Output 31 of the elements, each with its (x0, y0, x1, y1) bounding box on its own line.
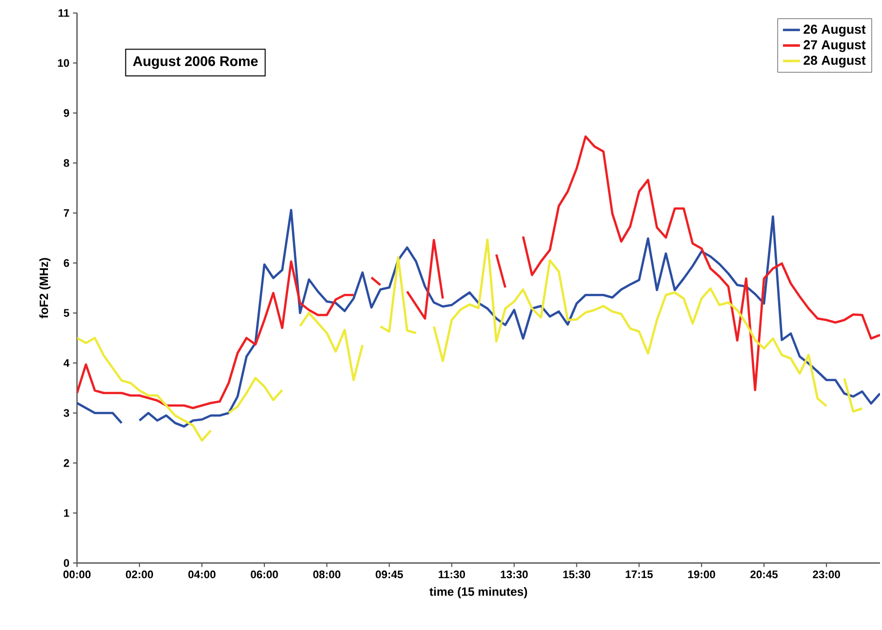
x-tick-label: 11:30 (438, 570, 465, 578)
y-tick-label: 4 (64, 359, 70, 367)
y-tick-label: 8 (64, 159, 70, 167)
x-tick-label: 04:00 (188, 570, 216, 578)
y-tick-label: 9 (64, 109, 70, 117)
y-tick-label: 3 (64, 409, 70, 417)
x-tick-label: 13:30 (500, 570, 528, 578)
x-axis-title: time (15 minutes) (429, 587, 528, 598)
x-tick-label: 17:15 (626, 570, 653, 578)
x-tick-label: 23:00 (812, 570, 840, 578)
y-tick-label: 7 (64, 209, 70, 217)
x-tick-label: 06:00 (250, 570, 278, 578)
x-tick-label: 19:00 (688, 570, 716, 578)
y-tick-label: 0 (64, 559, 70, 567)
x-tick-label: 02:00 (126, 570, 154, 578)
x-tick-label: 00:00 (63, 570, 91, 578)
y-tick-label: 11 (58, 9, 70, 17)
legend-label: 28 August (804, 56, 866, 68)
x-tick-label: 08:00 (313, 570, 340, 578)
y-axis-title: foF2 (MHz) (39, 258, 50, 318)
x-tick-label: 15:30 (563, 570, 590, 578)
annotation: August 2006 Rome (132, 56, 258, 69)
x-tick-label: 09:45 (376, 570, 403, 578)
x-tick-label: 20:45 (750, 570, 778, 578)
y-tick-label: 6 (64, 259, 70, 267)
y-tick-label: 2 (64, 459, 70, 467)
legend-label: 26 August (804, 24, 866, 36)
y-tick-label: 10 (58, 59, 70, 67)
y-tick-label: 1 (64, 509, 70, 517)
y-tick-label: 5 (64, 309, 70, 317)
legend-label: 27 August (804, 40, 866, 52)
